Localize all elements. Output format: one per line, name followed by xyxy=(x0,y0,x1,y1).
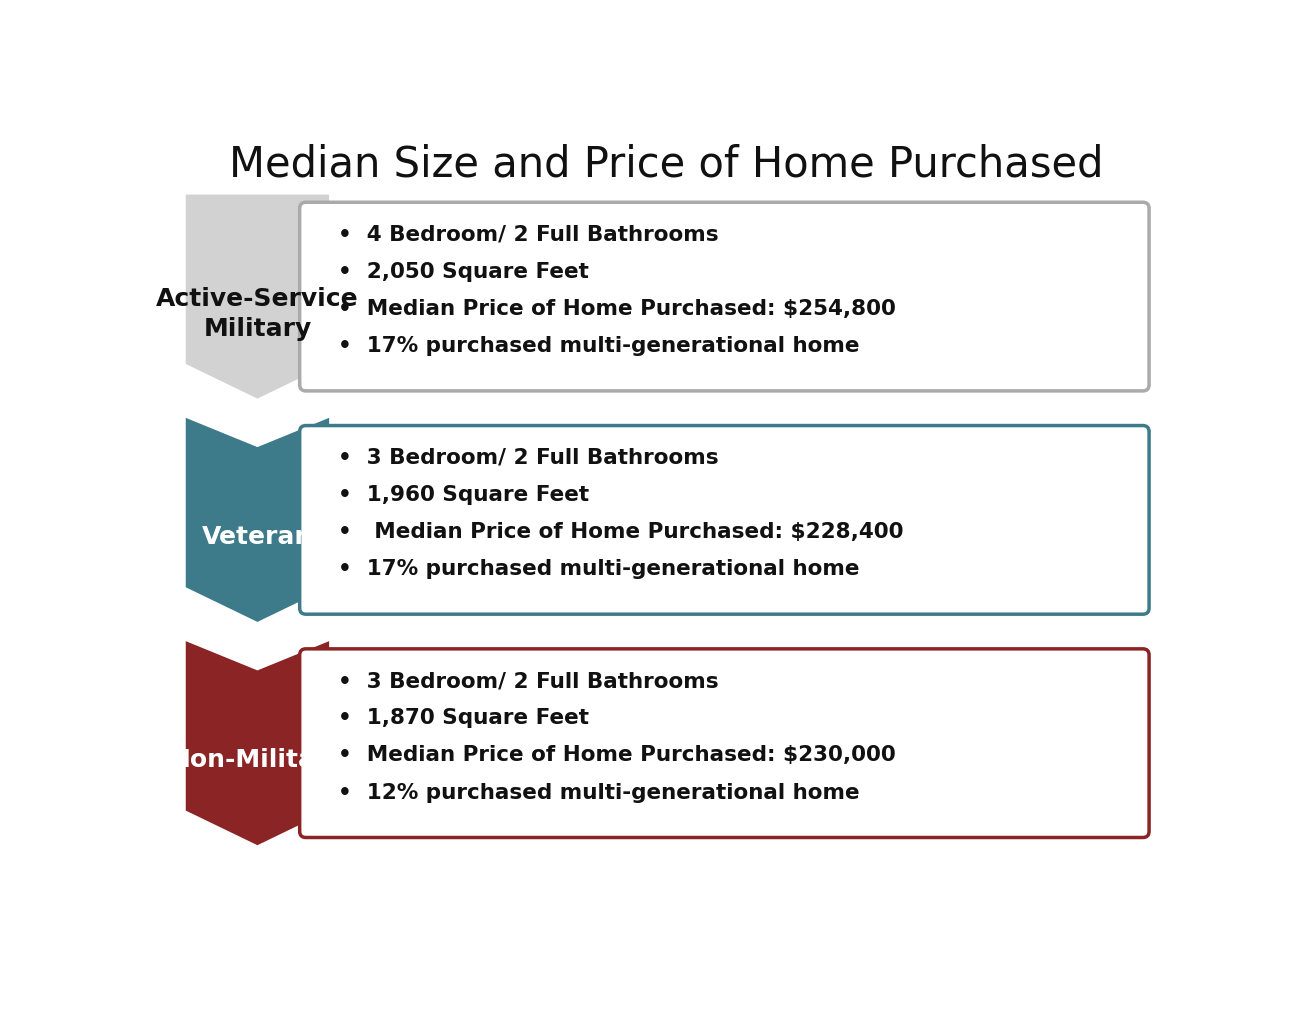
Text: •  3 Bedroom/ 2 Full Bathrooms: • 3 Bedroom/ 2 Full Bathrooms xyxy=(338,671,719,691)
Text: •  3 Bedroom/ 2 Full Bathrooms: • 3 Bedroom/ 2 Full Bathrooms xyxy=(338,447,719,468)
Text: Active-Service
Military: Active-Service Military xyxy=(156,286,359,340)
Text: •  17% purchased multi-generational home: • 17% purchased multi-generational home xyxy=(338,558,859,579)
Text: •  Median Price of Home Purchased: $230,000: • Median Price of Home Purchased: $230,0… xyxy=(338,745,896,764)
Text: •  Median Price of Home Purchased: $254,800: • Median Price of Home Purchased: $254,8… xyxy=(338,299,896,319)
Text: •  12% purchased multi-generational home: • 12% purchased multi-generational home xyxy=(338,782,861,802)
Text: Veteran: Veteran xyxy=(202,525,313,548)
FancyBboxPatch shape xyxy=(300,426,1149,614)
FancyBboxPatch shape xyxy=(300,203,1149,391)
Polygon shape xyxy=(186,196,329,399)
Polygon shape xyxy=(186,642,329,846)
Text: Median Size and Price of Home Purchased: Median Size and Price of Home Purchased xyxy=(229,144,1104,185)
Text: •  17% purchased multi-generational home: • 17% purchased multi-generational home xyxy=(338,335,859,356)
Text: •   Median Price of Home Purchased: $228,400: • Median Price of Home Purchased: $228,4… xyxy=(338,522,903,542)
Text: •  4 Bedroom/ 2 Full Bathrooms: • 4 Bedroom/ 2 Full Bathrooms xyxy=(338,224,719,245)
Text: •  2,050 Square Feet: • 2,050 Square Feet xyxy=(338,262,589,281)
Text: Non-Military: Non-Military xyxy=(170,748,344,771)
Polygon shape xyxy=(186,419,329,623)
FancyBboxPatch shape xyxy=(300,649,1149,838)
Text: •  1,960 Square Feet: • 1,960 Square Feet xyxy=(338,485,589,504)
Text: •  1,870 Square Feet: • 1,870 Square Feet xyxy=(338,707,589,728)
